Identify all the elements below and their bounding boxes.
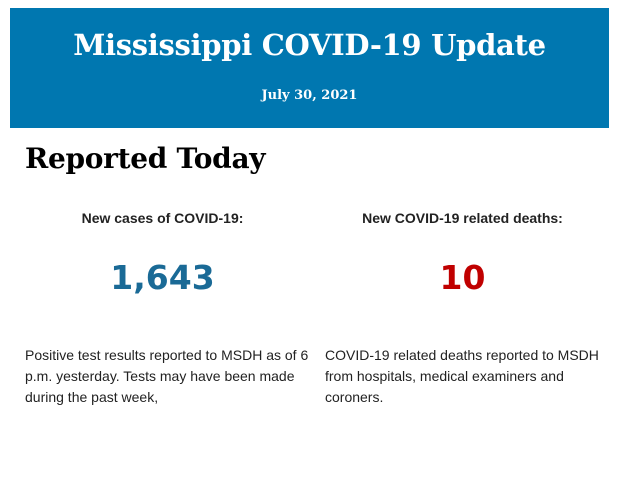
new-cases-description: Positive test results reported to MSDH a…: [25, 347, 309, 405]
page-title: Mississippi COVID-19 Update: [73, 28, 546, 62]
section-title: Reported Today: [25, 142, 266, 175]
new-cases-value: 1,643: [110, 258, 215, 297]
new-deaths-description: COVID-19 related deaths reported to MSDH…: [325, 347, 599, 405]
new-cases-label: New cases of COVID-19:: [81, 210, 244, 226]
new-deaths-label: New COVID-19 related deaths:: [362, 210, 563, 226]
new-cases-panel: New cases of COVID-19: 1,643 Positive te…: [25, 210, 308, 405]
new-deaths-value: 10: [439, 258, 486, 297]
new-deaths-panel: New COVID-19 related deaths: 10 COVID-19…: [325, 210, 600, 405]
header-banner: Mississippi COVID-19 Update July 30, 202…: [10, 8, 609, 128]
report-date: July 30, 2021: [261, 88, 358, 103]
